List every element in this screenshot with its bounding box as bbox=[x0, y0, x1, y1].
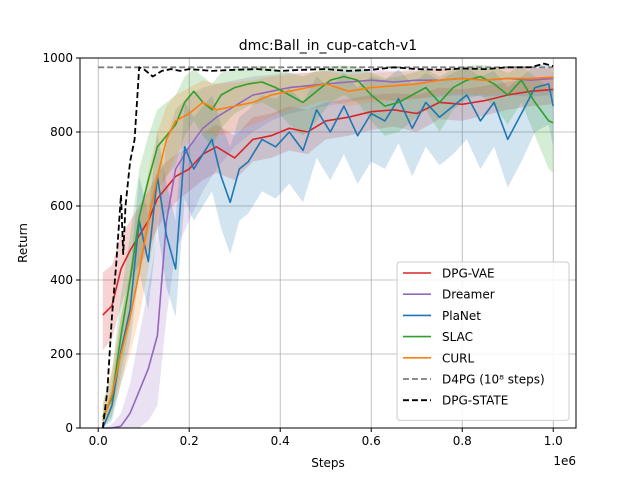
x-tick-label: 0.0 bbox=[89, 434, 108, 448]
series-line-curl bbox=[102, 76, 554, 421]
series-line-dpg-state bbox=[101, 62, 554, 429]
x-axis-offset-label: 1e6 bbox=[553, 454, 576, 468]
y-tick-label: 600 bbox=[50, 199, 73, 213]
x-tick-label: 0.2 bbox=[180, 434, 199, 448]
legend-label: Dreamer bbox=[442, 288, 495, 302]
series-line-dpg-vae bbox=[102, 88, 554, 316]
series-line-slac bbox=[102, 75, 554, 418]
x-tick-label: 1.0 bbox=[544, 434, 563, 448]
y-tick-label: 200 bbox=[50, 347, 73, 361]
x-tick-label: 0.4 bbox=[271, 434, 290, 448]
plot-frame bbox=[79, 57, 577, 429]
chart-title: dmc:Ball_in_cup-catch-v1 bbox=[239, 38, 417, 54]
legend-box bbox=[396, 261, 570, 421]
y-tick-label: 0 bbox=[65, 421, 73, 435]
legend-label: SLAC bbox=[442, 330, 473, 344]
x-tick-label: 0.8 bbox=[453, 434, 472, 448]
x-tick-label: 0.6 bbox=[362, 434, 381, 448]
legend-label: CURL bbox=[442, 351, 475, 365]
y-axis-label: Return bbox=[16, 223, 30, 263]
series-band-dpg-vae bbox=[102, 76, 554, 351]
legend-label: D4PG (10⁸ steps) bbox=[442, 373, 545, 387]
legend: DPG-VAE Dreamer PlaNet SLAC CURL D4PG (10⁸ st… bbox=[396, 261, 570, 421]
series-band-slac bbox=[102, 64, 554, 428]
y-tick-label: 400 bbox=[50, 273, 73, 287]
series-line-planet bbox=[102, 83, 554, 429]
y-tick-label: 800 bbox=[50, 125, 73, 139]
series-lines bbox=[98, 62, 554, 429]
y-tick-label: 1000 bbox=[42, 51, 73, 65]
legend-label: PlaNet bbox=[442, 309, 481, 323]
legend-label: DPG-STATE bbox=[442, 394, 508, 408]
axis-ticks: 0.0 0.2 0.4 0.6 0.8 1.0 0 200 400 600 800 1000 bbox=[42, 51, 562, 448]
legend-label: DPG-VAE bbox=[442, 267, 495, 281]
x-axis-label: Steps bbox=[311, 456, 345, 470]
series-band-dreamer bbox=[102, 68, 554, 429]
